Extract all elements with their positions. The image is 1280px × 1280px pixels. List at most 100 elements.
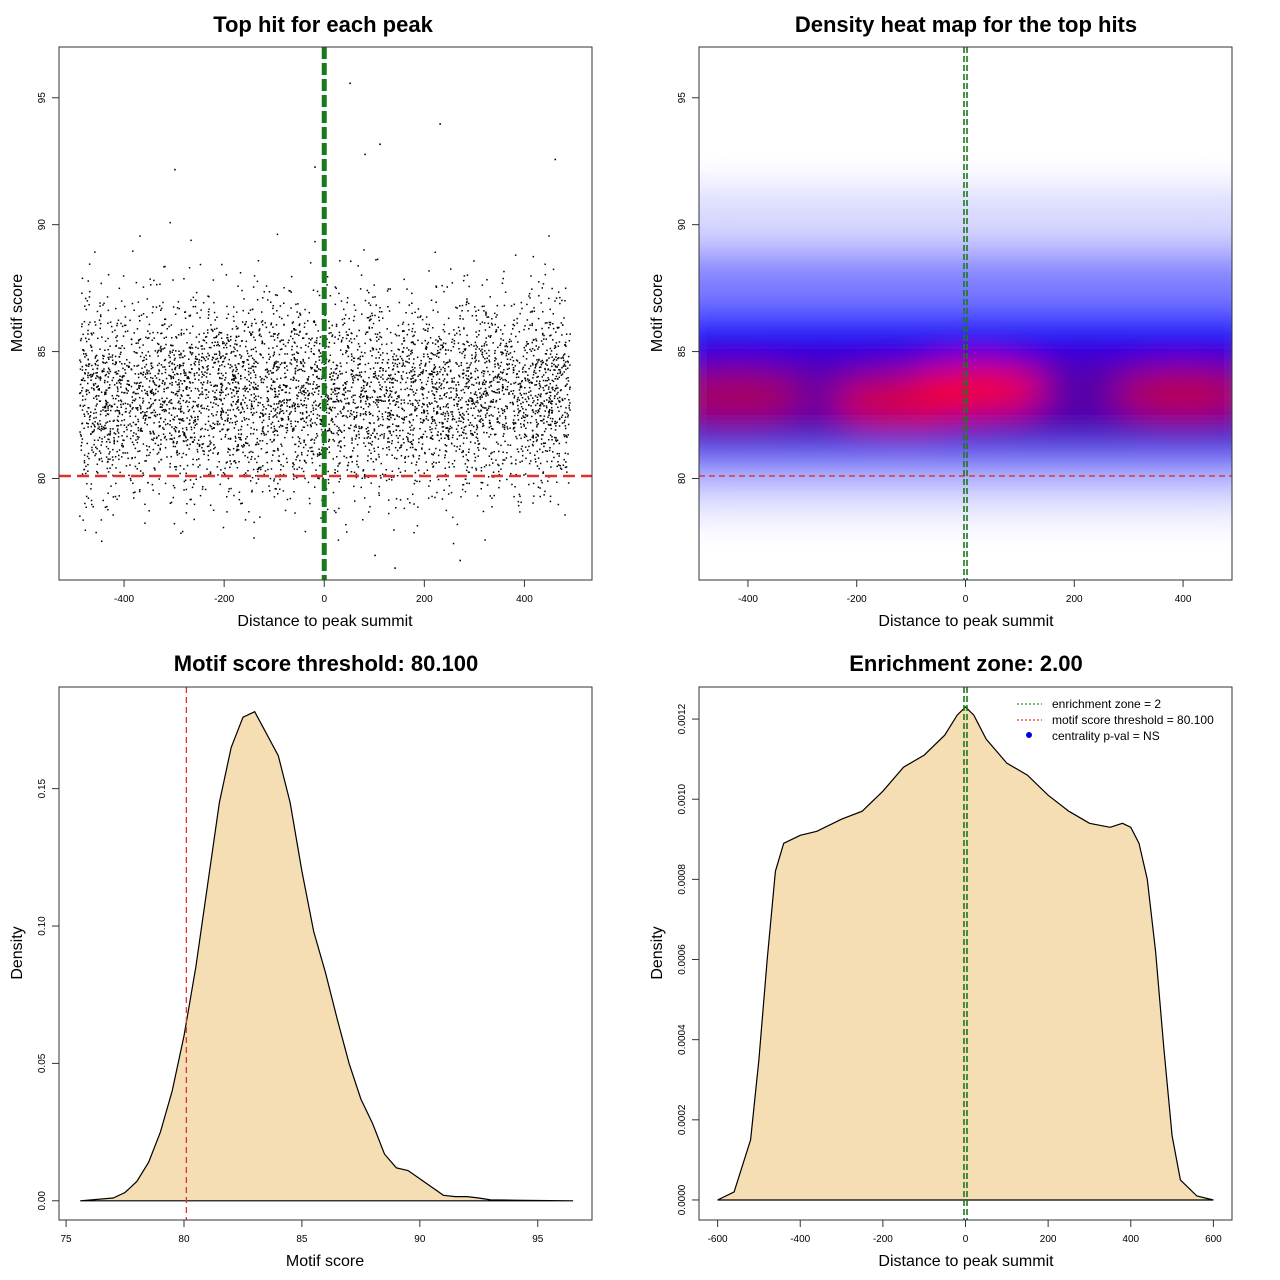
scatter-point bbox=[562, 464, 565, 466]
scatter-point bbox=[114, 433, 117, 435]
scatter-point bbox=[513, 350, 516, 353]
scatter-point bbox=[340, 440, 342, 442]
scatter-point bbox=[517, 500, 520, 503]
scatter-point bbox=[336, 365, 339, 367]
scatter-point bbox=[500, 408, 503, 410]
scatter-point bbox=[403, 340, 405, 342]
scatter-point bbox=[188, 358, 190, 360]
scatter-point bbox=[87, 365, 90, 367]
scatter-point bbox=[163, 401, 165, 404]
scatter-point bbox=[301, 467, 303, 470]
scatter-point bbox=[370, 458, 372, 460]
scatter-point bbox=[179, 418, 182, 420]
scatter-point bbox=[207, 420, 210, 423]
scatter-point bbox=[286, 461, 288, 464]
scatter-point bbox=[180, 334, 183, 336]
scatter-point bbox=[500, 351, 502, 353]
scatter-point bbox=[208, 391, 210, 393]
scatter-point bbox=[185, 488, 188, 491]
scatter-point bbox=[425, 370, 427, 372]
scatter-point bbox=[488, 436, 490, 438]
scatter-point bbox=[453, 342, 456, 345]
scatter-point bbox=[252, 369, 255, 371]
scatter-point bbox=[191, 347, 194, 349]
scatter-point bbox=[150, 390, 152, 392]
scatter-point bbox=[144, 389, 146, 391]
scatter-point bbox=[294, 512, 296, 514]
scatter-point bbox=[250, 348, 253, 351]
scatter-point bbox=[296, 345, 298, 348]
scatter-point bbox=[531, 415, 533, 418]
scatter-point bbox=[108, 387, 111, 389]
scatter-point bbox=[91, 364, 93, 367]
scatter-point bbox=[525, 371, 527, 373]
scatter-point bbox=[320, 378, 323, 380]
scatter-point bbox=[437, 434, 439, 437]
scatter-point bbox=[344, 382, 346, 384]
scatter-point bbox=[292, 376, 295, 378]
scatter-point bbox=[304, 397, 307, 399]
scatter-point bbox=[370, 381, 372, 383]
scatter-point bbox=[508, 353, 510, 355]
scatter-point bbox=[260, 468, 262, 471]
scatter-point bbox=[235, 403, 237, 405]
scatter-point bbox=[471, 414, 474, 417]
scatter-point bbox=[126, 330, 129, 332]
scatter-point bbox=[81, 323, 83, 325]
scatter-point bbox=[386, 454, 388, 456]
scatter-point bbox=[186, 428, 188, 431]
scatter-point bbox=[375, 357, 377, 359]
scatter-point bbox=[548, 321, 551, 324]
scatter-point bbox=[89, 321, 91, 324]
scatter-point bbox=[365, 428, 367, 430]
scatter-point bbox=[533, 338, 535, 341]
scatter-point bbox=[202, 339, 205, 341]
scatter-point bbox=[492, 401, 494, 403]
scatter-point bbox=[345, 402, 347, 405]
scatter-point bbox=[543, 430, 546, 433]
scatter-point bbox=[520, 423, 522, 425]
scatter-point bbox=[165, 423, 167, 426]
scatter-point bbox=[118, 413, 121, 415]
scatter-point bbox=[372, 349, 374, 351]
scatter-point bbox=[109, 434, 111, 436]
scatter-point bbox=[387, 407, 389, 409]
scatter-point bbox=[106, 413, 109, 415]
scatter-point bbox=[545, 360, 548, 362]
scatter-point bbox=[518, 434, 521, 436]
scatter-point bbox=[208, 473, 210, 476]
scatter-point bbox=[334, 393, 336, 395]
scatter-point bbox=[151, 377, 154, 380]
scatter-point bbox=[465, 432, 467, 435]
scatter-point bbox=[441, 284, 443, 287]
scatter-point bbox=[446, 434, 448, 437]
scatter-point bbox=[535, 365, 537, 367]
scatter-point bbox=[564, 361, 567, 363]
scatter-point bbox=[559, 467, 562, 469]
scatter-point bbox=[536, 465, 539, 467]
scatter-point bbox=[188, 401, 190, 403]
scatter-point bbox=[221, 409, 224, 411]
scatter-point bbox=[164, 265, 166, 268]
scatter-point bbox=[544, 385, 546, 387]
scatter-point bbox=[510, 456, 512, 458]
scatter-point bbox=[523, 346, 525, 349]
scatter-point bbox=[559, 369, 561, 371]
scatter-point bbox=[318, 404, 320, 406]
scatter-point bbox=[388, 441, 391, 443]
scatter-point bbox=[304, 530, 307, 533]
scatter-point bbox=[138, 462, 140, 464]
scatter-point bbox=[212, 279, 215, 281]
scatter-point bbox=[267, 468, 269, 471]
scatter-point bbox=[368, 413, 371, 416]
scatter-point bbox=[240, 411, 242, 413]
scatter-point bbox=[397, 441, 399, 444]
scatter-point bbox=[210, 425, 212, 428]
scatter-point bbox=[351, 461, 353, 463]
scatter-point bbox=[356, 443, 359, 446]
scatter-point bbox=[235, 392, 238, 395]
scatter-point bbox=[152, 431, 155, 434]
scatter-point bbox=[555, 439, 557, 441]
scatter-point bbox=[408, 349, 410, 351]
